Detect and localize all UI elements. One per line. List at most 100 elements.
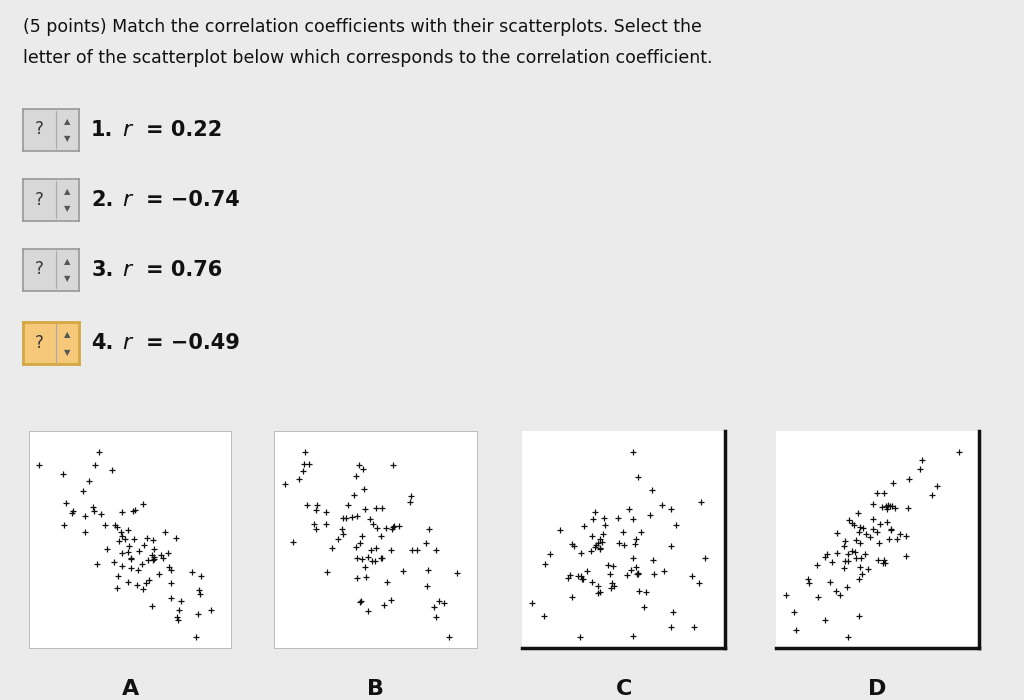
Point (298, 500, 314, 511)
Point (351, 596, 368, 607)
Point (163, 592, 179, 603)
Point (349, 572, 366, 583)
Point (75, 486, 91, 497)
Point (572, 631, 589, 643)
Point (631, 585, 647, 596)
Point (324, 542, 340, 553)
Point (852, 537, 868, 548)
Point (141, 574, 158, 585)
Text: = −0.49: = −0.49 (146, 333, 241, 353)
Point (858, 528, 874, 539)
Point (871, 537, 888, 548)
Point (862, 531, 879, 542)
Point (109, 522, 125, 533)
Point (334, 524, 350, 535)
Point (692, 496, 709, 507)
Point (351, 460, 368, 471)
Point (575, 573, 592, 584)
Point (57, 498, 74, 509)
Point (840, 549, 856, 560)
Point (139, 554, 156, 566)
Point (144, 535, 161, 546)
Point (877, 554, 893, 566)
Point (305, 519, 322, 530)
Point (355, 463, 372, 475)
Point (656, 566, 673, 577)
Point (348, 510, 365, 522)
Point (585, 514, 601, 525)
Point (887, 503, 903, 514)
Point (824, 556, 841, 568)
Point (844, 517, 860, 528)
Text: ▲: ▲ (65, 330, 71, 339)
Point (409, 545, 425, 556)
Point (66, 505, 82, 517)
Point (819, 549, 836, 560)
Point (898, 550, 914, 561)
Point (110, 570, 126, 582)
Point (131, 545, 147, 557)
Text: letter of the scatterplot below which corresponds to the correlation coefficient: letter of the scatterplot below which co… (23, 49, 712, 67)
Point (430, 595, 446, 606)
Point (114, 506, 130, 517)
Text: = −0.74: = −0.74 (146, 190, 241, 209)
Point (691, 578, 708, 589)
Point (436, 597, 453, 608)
Point (349, 552, 366, 564)
Point (575, 520, 592, 531)
Point (184, 567, 201, 578)
Point (625, 513, 641, 524)
Point (153, 550, 169, 561)
Point (309, 499, 326, 510)
Point (123, 554, 139, 565)
Point (120, 525, 136, 536)
Point (588, 539, 604, 550)
Point (364, 556, 380, 567)
Point (356, 561, 373, 573)
Point (421, 524, 437, 535)
Point (190, 608, 207, 619)
Point (56, 520, 73, 531)
Point (874, 558, 891, 569)
Text: 4.: 4. (91, 333, 114, 353)
Point (605, 581, 622, 592)
Point (924, 489, 940, 500)
Point (583, 545, 599, 557)
Point (335, 528, 351, 540)
Point (822, 576, 839, 587)
Point (852, 562, 868, 573)
Point (449, 567, 465, 578)
Point (338, 512, 354, 524)
Point (836, 540, 852, 552)
Point (573, 574, 590, 585)
Point (569, 570, 586, 582)
Point (870, 554, 887, 566)
Point (146, 554, 163, 565)
Point (113, 526, 129, 538)
Point (542, 548, 558, 559)
Point (356, 504, 373, 515)
Point (864, 514, 881, 525)
Point (602, 568, 618, 579)
Point (297, 447, 313, 458)
Point (621, 503, 637, 514)
Point (860, 563, 877, 574)
Point (374, 503, 390, 514)
Point (929, 481, 945, 492)
Text: ▼: ▼ (65, 134, 71, 144)
Point (868, 526, 885, 538)
Point (841, 514, 857, 526)
Point (880, 503, 896, 514)
Point (778, 589, 795, 600)
Point (378, 523, 394, 534)
Point (852, 522, 868, 533)
Point (440, 631, 457, 643)
Point (603, 582, 620, 593)
Point (120, 547, 136, 558)
Point (615, 539, 632, 550)
Point (599, 559, 615, 570)
Point (151, 568, 167, 580)
Point (139, 532, 156, 543)
Point (646, 568, 663, 580)
Point (876, 488, 892, 499)
